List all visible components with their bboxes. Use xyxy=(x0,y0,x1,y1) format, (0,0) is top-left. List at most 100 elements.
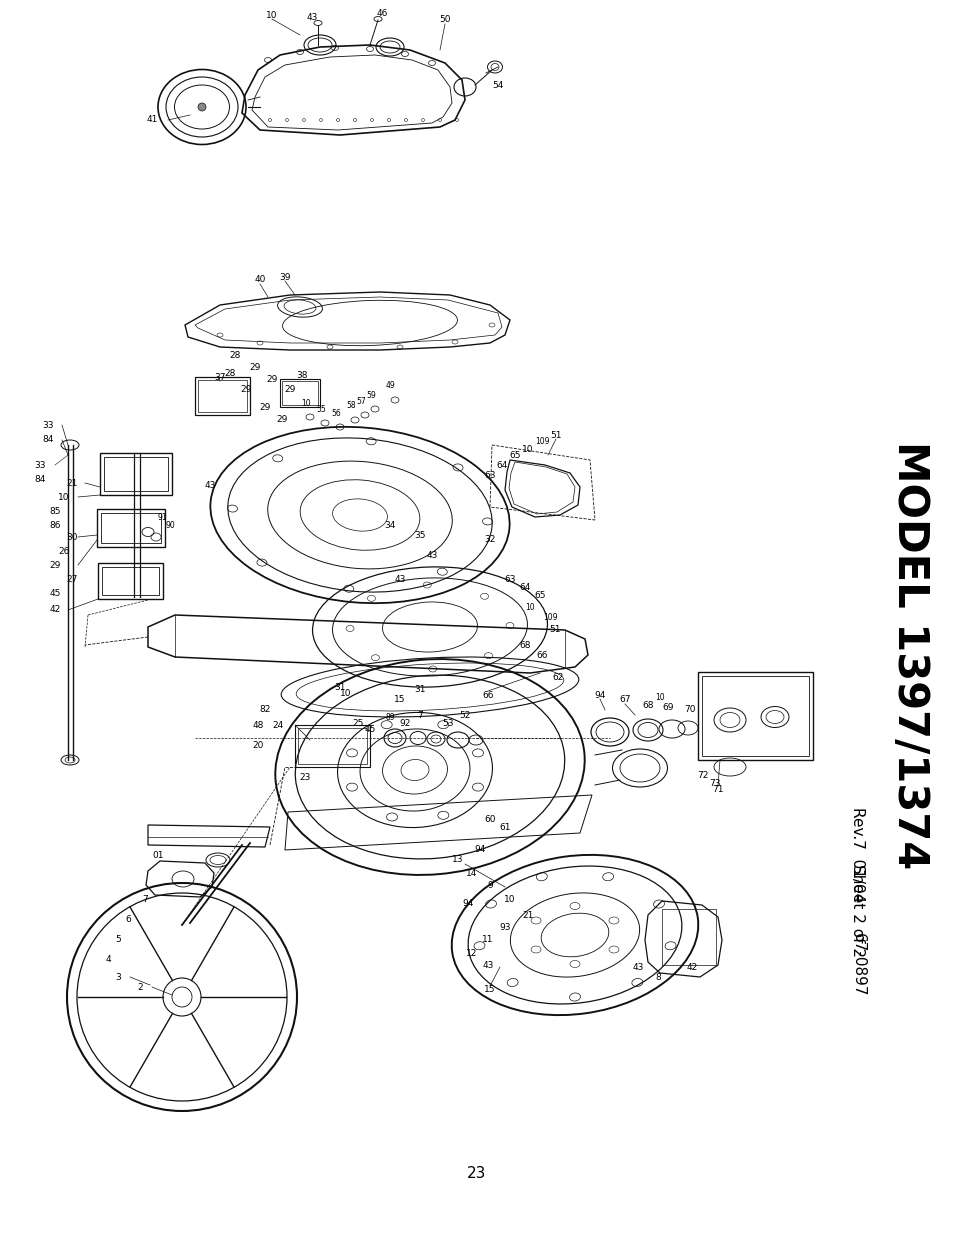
Text: 20: 20 xyxy=(252,741,263,750)
Text: 43: 43 xyxy=(482,961,493,969)
Text: 43: 43 xyxy=(426,551,437,559)
Text: 10: 10 xyxy=(525,603,535,611)
Text: 68: 68 xyxy=(518,641,530,650)
Text: 65: 65 xyxy=(534,590,545,599)
Bar xyxy=(194,377,250,415)
Text: 29: 29 xyxy=(266,374,277,384)
Bar xyxy=(282,382,317,405)
Text: 54: 54 xyxy=(492,80,503,89)
Text: 27: 27 xyxy=(67,574,77,583)
Text: 53: 53 xyxy=(442,719,454,727)
Text: 67-0897: 67-0897 xyxy=(850,934,864,997)
Bar xyxy=(198,380,247,412)
Text: 94: 94 xyxy=(462,899,474,908)
Text: 67: 67 xyxy=(618,695,630,704)
Text: 94: 94 xyxy=(594,690,605,699)
Text: 48: 48 xyxy=(252,720,263,730)
Text: 29: 29 xyxy=(276,415,288,425)
Text: 31: 31 xyxy=(334,683,345,692)
Text: 109: 109 xyxy=(542,613,557,621)
Text: 58: 58 xyxy=(346,401,355,410)
Text: 35: 35 xyxy=(414,531,425,540)
Bar xyxy=(104,457,168,492)
Text: 62: 62 xyxy=(552,673,563,682)
Text: 12: 12 xyxy=(466,948,477,957)
Text: 26: 26 xyxy=(58,547,70,556)
Text: 60: 60 xyxy=(484,815,496,825)
Text: 7: 7 xyxy=(416,710,422,720)
Text: 34: 34 xyxy=(384,520,395,530)
Text: 28: 28 xyxy=(229,351,240,359)
Text: 63: 63 xyxy=(504,576,516,584)
Text: 10: 10 xyxy=(301,399,311,408)
Bar xyxy=(101,513,161,543)
Text: 29: 29 xyxy=(259,403,271,411)
Bar xyxy=(294,725,370,767)
Text: 43: 43 xyxy=(204,480,215,489)
Text: 23: 23 xyxy=(299,773,311,782)
Text: 11: 11 xyxy=(482,935,494,945)
Text: 59: 59 xyxy=(366,390,375,399)
Text: 28: 28 xyxy=(224,368,235,378)
Text: 29: 29 xyxy=(240,385,252,394)
Text: 21: 21 xyxy=(521,910,533,920)
Text: 64: 64 xyxy=(518,583,530,592)
Text: Sheet 2 of 2: Sheet 2 of 2 xyxy=(850,863,864,956)
Text: 42: 42 xyxy=(50,605,61,615)
Bar xyxy=(280,379,319,408)
Text: 9: 9 xyxy=(487,881,493,889)
Text: 33: 33 xyxy=(34,461,46,469)
Text: 91: 91 xyxy=(157,513,167,521)
Text: 01: 01 xyxy=(152,851,164,860)
Text: 49: 49 xyxy=(386,382,395,390)
Text: 68: 68 xyxy=(641,700,653,709)
Text: 50: 50 xyxy=(438,16,450,25)
Text: 5: 5 xyxy=(115,935,121,945)
Text: 52: 52 xyxy=(458,710,470,720)
Text: 89: 89 xyxy=(385,713,395,721)
Text: 30: 30 xyxy=(66,532,77,541)
Text: 82: 82 xyxy=(259,705,271,715)
Text: 73: 73 xyxy=(708,778,720,788)
Text: 4: 4 xyxy=(105,956,111,965)
Text: 29: 29 xyxy=(284,385,295,394)
Text: 10: 10 xyxy=(504,895,516,904)
Text: 92: 92 xyxy=(399,719,410,727)
Text: 31: 31 xyxy=(414,685,425,694)
Text: 64: 64 xyxy=(496,461,507,469)
Text: 21: 21 xyxy=(67,478,77,488)
Text: 84: 84 xyxy=(42,436,53,445)
Text: 66: 66 xyxy=(482,690,494,699)
Text: 33: 33 xyxy=(42,420,53,430)
Text: 43: 43 xyxy=(306,12,317,21)
Text: 3: 3 xyxy=(115,972,121,982)
Text: 39: 39 xyxy=(279,273,291,282)
Text: 41: 41 xyxy=(146,116,157,125)
Bar xyxy=(698,672,812,760)
Text: 56: 56 xyxy=(331,409,340,417)
Text: 90: 90 xyxy=(165,520,174,530)
Text: 65: 65 xyxy=(509,452,520,461)
Text: MODEL 1397/1374: MODEL 1397/1374 xyxy=(888,441,930,869)
Text: 43: 43 xyxy=(632,962,643,972)
Text: 45: 45 xyxy=(50,589,61,598)
Text: 63: 63 xyxy=(484,471,496,479)
Text: 72: 72 xyxy=(697,771,708,779)
Text: 94: 94 xyxy=(474,846,485,855)
Text: 15: 15 xyxy=(484,986,496,994)
Text: 24: 24 xyxy=(273,720,283,730)
Text: 10: 10 xyxy=(655,693,664,701)
Text: Rev.7  01/04: Rev.7 01/04 xyxy=(850,808,864,903)
Text: 13: 13 xyxy=(452,856,463,864)
Text: 93: 93 xyxy=(498,923,510,931)
Text: 66: 66 xyxy=(536,651,547,659)
Text: 29: 29 xyxy=(249,363,260,372)
Text: 10: 10 xyxy=(521,445,533,453)
Text: 8: 8 xyxy=(655,972,660,982)
Text: 25: 25 xyxy=(352,719,363,727)
Text: 32: 32 xyxy=(484,536,496,545)
Text: 71: 71 xyxy=(712,785,723,794)
Text: 38: 38 xyxy=(296,370,308,379)
Bar xyxy=(102,567,159,595)
Text: 109: 109 xyxy=(535,437,549,447)
